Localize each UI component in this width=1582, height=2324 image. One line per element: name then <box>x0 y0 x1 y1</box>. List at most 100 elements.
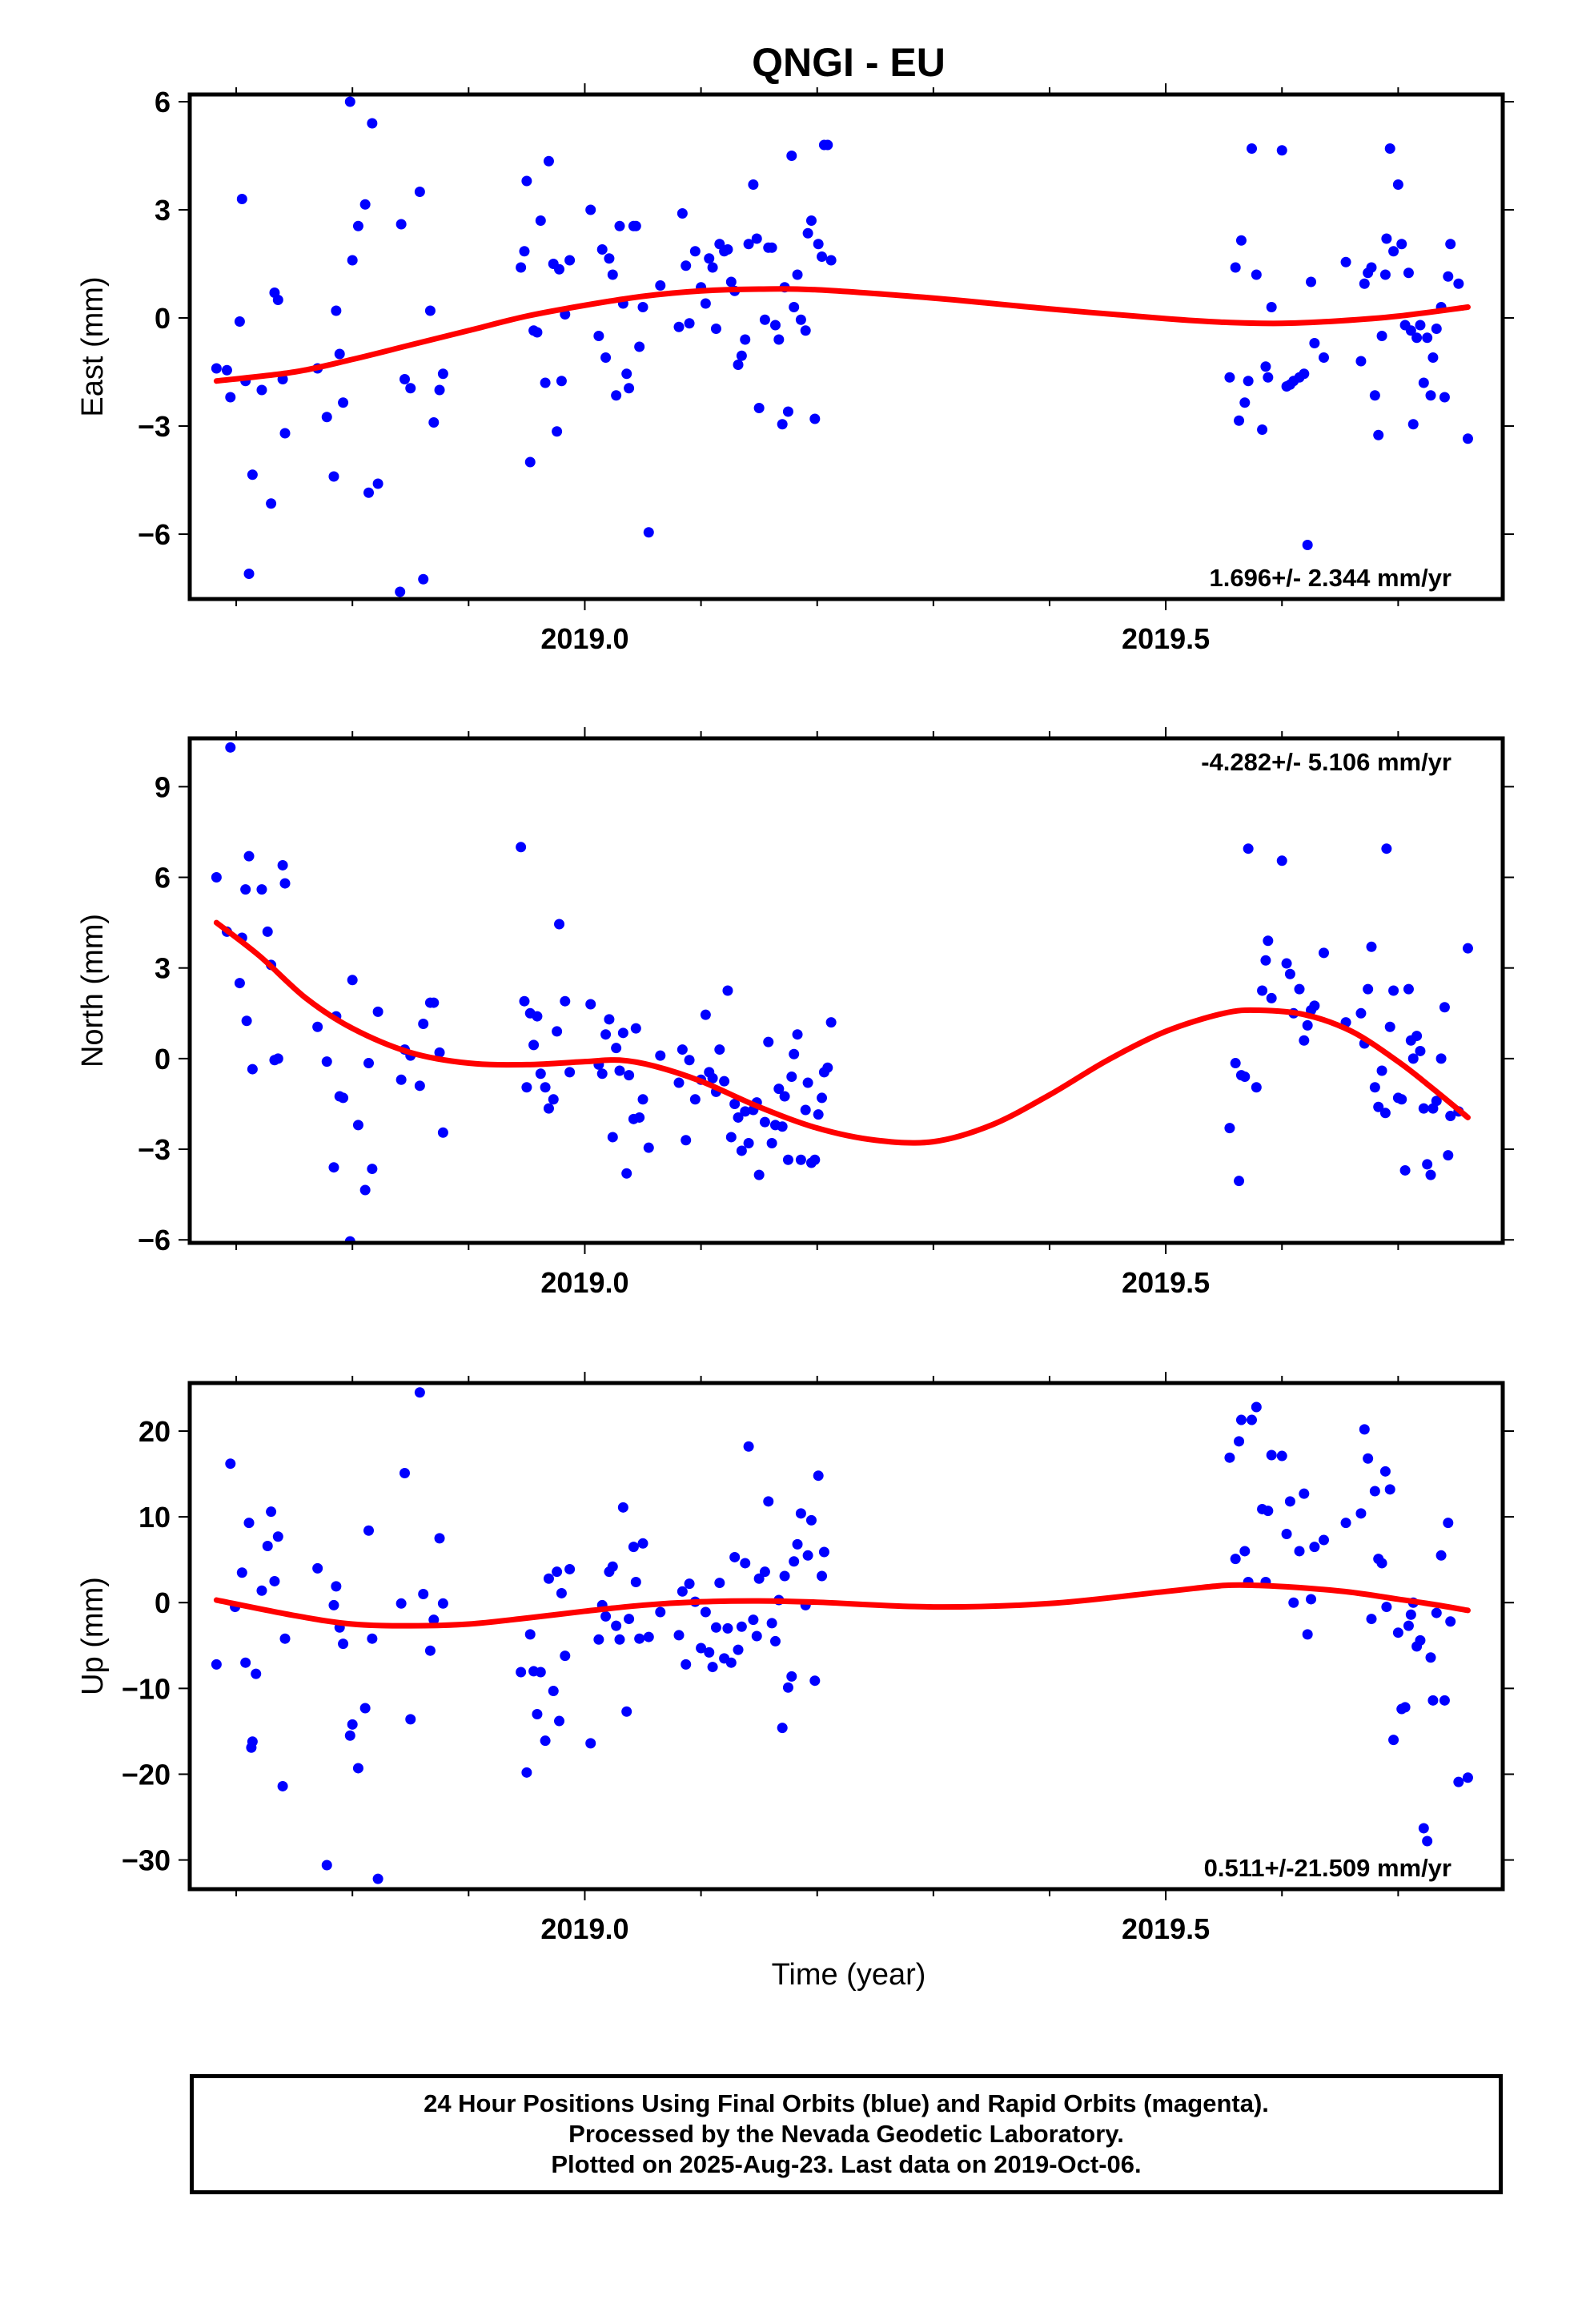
caption-line-2: Processed by the Nevada Geodetic Laborat… <box>568 2120 1124 2148</box>
east-y-axis-label: East (mm) <box>76 276 110 416</box>
north-data-point <box>540 1082 551 1093</box>
north-data-point <box>714 1044 725 1055</box>
east-data-point <box>532 327 543 338</box>
north-data-point <box>279 878 291 889</box>
east-data-point <box>600 352 612 363</box>
up-data-point <box>743 1441 754 1452</box>
east-data-point <box>773 334 785 345</box>
east-data-point <box>643 527 654 538</box>
north-data-point <box>234 978 245 989</box>
north-data-point <box>552 1026 563 1037</box>
up-data-point <box>1251 1401 1262 1413</box>
up-data-point <box>1381 1602 1392 1613</box>
north-data-point <box>1276 855 1287 866</box>
up-data-point <box>700 1606 711 1618</box>
north-data-point <box>1294 983 1305 995</box>
north-data-point <box>1234 1176 1245 1187</box>
north-data-point <box>1418 1103 1429 1114</box>
north-data-point <box>1266 992 1277 1003</box>
north-data-point <box>1366 941 1377 952</box>
east-data-point <box>607 269 618 280</box>
up-data-point <box>344 1730 355 1741</box>
north-data-point <box>256 884 267 895</box>
up-data-point <box>766 1618 777 1629</box>
north-data-point <box>240 884 251 895</box>
up-data-point <box>535 1667 546 1678</box>
up-data-point <box>1230 1554 1241 1565</box>
east-data-point <box>1366 262 1377 273</box>
north-data-point <box>611 1043 622 1054</box>
up-data-point <box>552 1566 563 1578</box>
up-data-point <box>696 1642 707 1654</box>
east-y-tick-label: 6 <box>155 86 171 119</box>
north-data-point <box>792 1029 803 1040</box>
east-data-point <box>604 253 615 264</box>
north-data-point <box>1403 983 1414 995</box>
north-data-point <box>321 1056 332 1068</box>
east-data-point <box>266 498 277 509</box>
up-data-point <box>347 1719 358 1730</box>
east-data-point <box>596 244 608 255</box>
east-data-point <box>321 412 332 423</box>
east-data-point <box>614 220 625 231</box>
east-data-point <box>524 456 536 468</box>
up-data-point <box>1306 1594 1317 1605</box>
up-data-point <box>236 1567 247 1578</box>
east-data-point <box>624 383 635 394</box>
north-data-point <box>1281 958 1292 969</box>
north-data-point <box>1299 1035 1310 1046</box>
up-data-point <box>1453 1776 1464 1787</box>
up-data-point <box>786 1671 797 1682</box>
north-y-axis-label: North (mm) <box>76 914 110 1068</box>
east-data-point <box>256 384 267 396</box>
east-data-point <box>748 179 759 190</box>
east-data-point <box>535 215 546 226</box>
up-data-point <box>805 1514 817 1526</box>
north-data-point <box>363 1058 375 1069</box>
up-data-point <box>1431 1607 1442 1618</box>
east-data-point <box>1443 271 1454 282</box>
east-data-point <box>795 314 806 325</box>
east-data-point <box>655 280 666 291</box>
east-y-tick-label: −3 <box>138 410 171 443</box>
north-data-point <box>247 1063 258 1075</box>
up-data-point <box>813 1470 824 1482</box>
up-data-point <box>1281 1529 1292 1540</box>
up-data-point <box>777 1723 788 1734</box>
north-plot-area <box>211 742 1473 1243</box>
east-data-point <box>677 208 688 219</box>
east-data-point <box>621 368 632 380</box>
east-data-point <box>1251 269 1262 280</box>
east-data-point <box>243 569 255 579</box>
up-panel: 2019.0 2019.5 20 10 0 −10 −20 −30 Up (mm) 0.511+/… <box>76 1372 1514 1945</box>
east-data-point <box>777 419 788 430</box>
north-data-point <box>677 1044 688 1055</box>
north-data-point <box>795 1154 806 1165</box>
east-data-point <box>825 255 837 266</box>
up-data-point <box>600 1610 612 1622</box>
north-data-point <box>352 1120 363 1131</box>
up-data-point <box>1294 1546 1305 1557</box>
east-data-point <box>1359 278 1370 289</box>
east-data-point <box>634 341 645 352</box>
east-data-point <box>1403 267 1414 279</box>
up-data-point <box>634 1633 645 1644</box>
up-data-point <box>593 1634 604 1645</box>
east-data-point <box>1369 390 1380 401</box>
east-data-point <box>1302 540 1313 550</box>
east-data-point <box>1239 397 1251 408</box>
east-data-point <box>331 305 342 316</box>
up-data-point <box>677 1586 688 1597</box>
north-data-point <box>1415 1045 1426 1056</box>
east-data-point <box>272 295 283 305</box>
east-data-point <box>1462 433 1473 444</box>
east-data-point <box>1257 424 1268 435</box>
north-data-point <box>564 1067 576 1078</box>
east-data-point <box>1276 145 1287 156</box>
north-data-point <box>786 1072 797 1083</box>
east-data-point <box>593 331 604 341</box>
up-data-point <box>554 1715 565 1727</box>
east-data-point <box>630 220 641 231</box>
east-data-point <box>1418 377 1429 388</box>
up-data-point <box>359 1703 371 1714</box>
